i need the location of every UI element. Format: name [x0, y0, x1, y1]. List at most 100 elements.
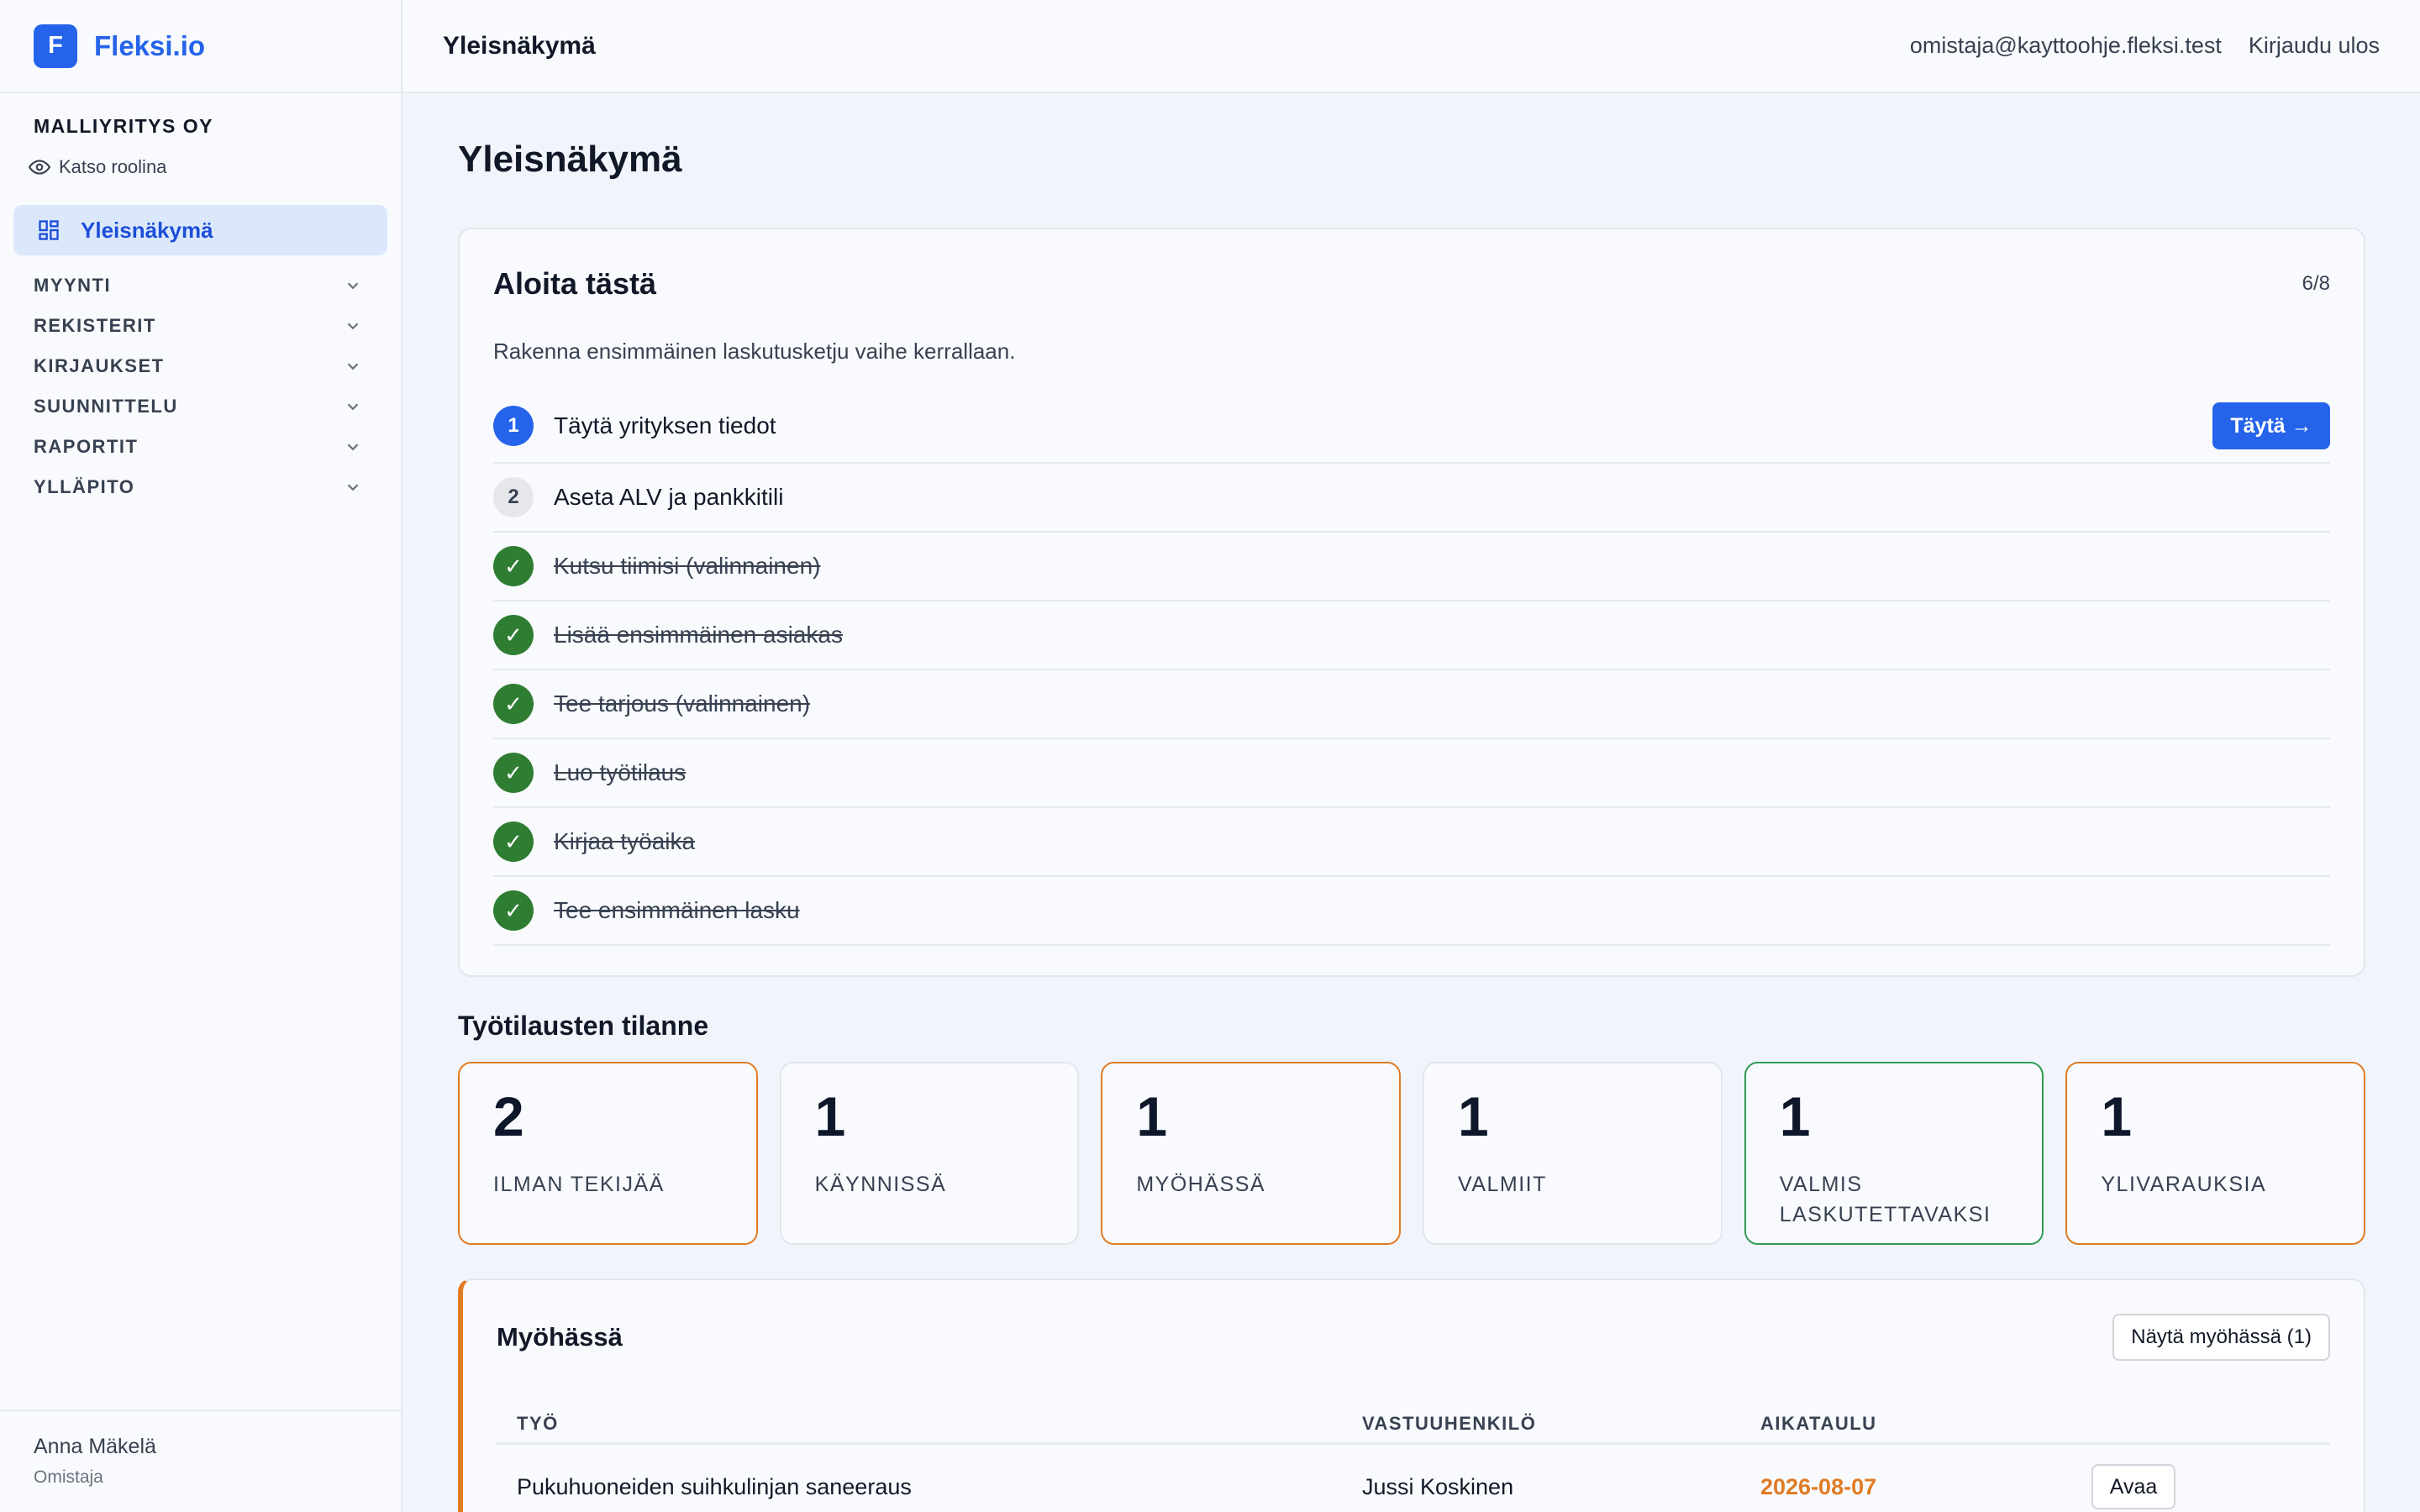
view-role-label: Katso roolina: [59, 156, 167, 177]
stat-card-overbooked[interactable]: 1 YLIVARAUKSIA: [2065, 1062, 2366, 1245]
brand-name: Fleksi.io: [94, 29, 206, 61]
company-block: MALLIYRITYS OY Katso roolina: [0, 93, 401, 178]
column-header-schedule: AIKATAULU: [1760, 1412, 1877, 1434]
sidebar-group-entries[interactable]: KIRJAUKSET: [0, 346, 401, 386]
sidebar-group-admin[interactable]: YLLÄPITO: [0, 467, 401, 507]
sidebar-group-label: RAPORTIT: [34, 436, 139, 457]
stat-label: KÄYNNISSÄ: [814, 1173, 947, 1196]
stat-label: VALMIIT: [1458, 1173, 1547, 1196]
step-label: Luo työtilaus: [554, 759, 687, 785]
check-icon: ✓: [493, 822, 534, 862]
column-header-work: TYÖ: [517, 1412, 559, 1434]
sidebar-group-label: SUUNNITTELU: [34, 396, 178, 417]
step-label: Tee tarjous (valinnainen): [554, 690, 811, 717]
stat-value: 2: [493, 1085, 524, 1147]
stat-label: MYÖHÄSSÄ: [1136, 1173, 1266, 1196]
sidebar-group-registers[interactable]: REKISTERIT: [0, 306, 401, 346]
stat-label: VALMIS LASKUTETTAVAKSI: [1779, 1173, 1991, 1226]
step-label: Kutsu tiimisi (valinnainen): [554, 553, 821, 579]
sidebar-group-sales[interactable]: MYYNTI: [0, 265, 401, 306]
sidebar-group-label: KIRJAUKSET: [34, 355, 165, 376]
late-orders-table: TYÖ VASTUUHENKILÖ AIKATAULU Pukuhuoneide…: [497, 1404, 2330, 1512]
chevron-down-icon: [347, 444, 359, 451]
onboarding-subtitle: Rakenna ensimmäinen laskutusketju vaihe …: [493, 339, 1016, 364]
check-icon: ✓: [493, 890, 534, 931]
brand-logo: F: [34, 24, 77, 68]
onboarding-step[interactable]: ✓ Tee ensimmäinen lasku: [493, 877, 2330, 946]
check-icon: ✓: [493, 684, 534, 724]
onboarding-step[interactable]: ✓ Luo työtilaus: [493, 739, 2330, 808]
table-row[interactable]: Pukuhuoneiden suihkulinjan saneeraus Jus…: [497, 1445, 2330, 1512]
logout-link[interactable]: Kirjaudu ulos: [2248, 33, 2380, 58]
view-as-role-link[interactable]: Katso roolina: [29, 156, 367, 178]
page-title: Yleisnäkymä: [458, 139, 682, 180]
stat-card-ready-to-invoice[interactable]: 1 VALMIS LASKUTETTAVAKSI: [1744, 1062, 2044, 1245]
sidebar-group-label: YLLÄPITO: [34, 476, 135, 497]
eye-icon: [29, 160, 50, 175]
sidebar-group-reports[interactable]: RAPORTIT: [0, 427, 401, 467]
onboarding-step[interactable]: ✓ Kutsu tiimisi (valinnainen): [493, 533, 2330, 601]
stat-card-late[interactable]: 1 MYÖHÄSSÄ: [1101, 1062, 1402, 1245]
step-number-badge: 1: [493, 406, 534, 446]
main-content: Yleisnäkymä Aloita tästä 6/8 Rakenna ens…: [458, 93, 2366, 1512]
user-role: Omistaja: [34, 1467, 103, 1487]
late-orders-title: Myöhässä: [497, 1322, 623, 1352]
late-orders-card: Myöhässä Näytä myöhässä (1) TYÖ VASTUUHE…: [458, 1278, 2365, 1512]
sidebar-group-label: MYYNTI: [34, 275, 112, 296]
onboarding-title: Aloita tästä: [493, 266, 657, 301]
user-profile[interactable]: Anna Mäkelä Omistaja: [0, 1410, 401, 1512]
dashboard-icon: [39, 220, 59, 240]
step-number-badge: 2: [493, 477, 534, 517]
column-header-owner: VASTUUHENKILÖ: [1362, 1412, 1537, 1434]
onboarding-step[interactable]: 2 Aseta ALV ja pankkitili: [493, 464, 2330, 533]
step-label: Aseta ALV ja pankkitili: [554, 484, 784, 510]
stat-card-done[interactable]: 1 VALMIIT: [1423, 1062, 1723, 1245]
stat-value: 1: [814, 1085, 846, 1147]
check-icon: ✓: [493, 546, 534, 586]
stat-value: 1: [2101, 1085, 2133, 1147]
user-email: omistaja@kayttoohje.fleksi.test: [1909, 33, 2222, 58]
table-header: TYÖ VASTUUHENKILÖ AIKATAULU: [497, 1404, 2330, 1445]
sidebar-nav: Yleisnäkymä MYYNTI REKISTERIT KIRJAUKSET…: [0, 205, 401, 507]
cell-schedule: 2026-08-07: [1760, 1473, 1877, 1499]
stat-card-unassigned[interactable]: 2 ILMAN TEKIJÄÄ: [458, 1062, 758, 1245]
user-name: Anna Mäkelä: [34, 1435, 156, 1458]
stat-value: 1: [1458, 1085, 1489, 1147]
stat-value: 1: [1136, 1085, 1168, 1147]
onboarding-step[interactable]: ✓ Tee tarjous (valinnainen): [493, 670, 2330, 739]
fill-company-info-button[interactable]: Täytä →: [2212, 402, 2330, 449]
chevron-down-icon: [347, 323, 359, 330]
check-icon: ✓: [493, 615, 534, 655]
orders-section-title: Työtilausten tilanne: [458, 1011, 709, 1041]
check-icon: ✓: [493, 753, 534, 793]
cell-work: Pukuhuoneiden suihkulinjan saneeraus: [517, 1473, 912, 1499]
chevron-down-icon: [347, 484, 359, 491]
onboarding-step[interactable]: ✓ Kirjaa työaika: [493, 808, 2330, 877]
onboarding-progress: 6/8: [2302, 272, 2330, 295]
header-title: Yleisnäkymä: [443, 31, 596, 60]
open-button[interactable]: Avaa: [2091, 1464, 2175, 1509]
sidebar-group-label: REKISTERIT: [34, 315, 156, 336]
chevron-down-icon: [347, 403, 359, 411]
stat-card-in-progress[interactable]: 1 KÄYNNISSÄ: [779, 1062, 1080, 1245]
company-name: MALLIYRITYS OY: [34, 115, 213, 137]
sidebar-item-overview[interactable]: Yleisnäkymä: [13, 205, 387, 255]
onboarding-step[interactable]: 1 Täytä yrityksen tiedot Täytä →: [493, 390, 2330, 464]
chevron-down-icon: [347, 282, 359, 290]
stat-label: ILMAN TEKIJÄÄ: [493, 1173, 665, 1196]
order-stats: 2 ILMAN TEKIJÄÄ 1 KÄYNNISSÄ 1 MYÖHÄSSÄ 1…: [458, 1062, 2366, 1245]
brand[interactable]: F Fleksi.io: [0, 0, 401, 93]
show-late-button[interactable]: Näytä myöhässä (1): [2112, 1314, 2330, 1361]
stat-label: YLIVARAUKSIA: [2101, 1173, 2267, 1196]
top-bar: Yleisnäkymä omistaja@kayttoohje.fleksi.t…: [402, 0, 2420, 93]
sidebar-item-label: Yleisnäkymä: [81, 217, 213, 243]
step-label: Täytä yrityksen tiedot: [554, 412, 776, 438]
onboarding-step[interactable]: ✓ Lisää ensimmäinen asiakas: [493, 601, 2330, 670]
chevron-down-icon: [347, 363, 359, 370]
cell-owner: Jussi Koskinen: [1362, 1473, 1514, 1499]
sidebar-group-planning[interactable]: SUUNNITTELU: [0, 386, 401, 427]
step-label: Kirjaa työaika: [554, 828, 696, 854]
onboarding-steps: 1 Täytä yrityksen tiedot Täytä → 2 Aseta…: [493, 390, 2330, 946]
step-label: Tee ensimmäinen lasku: [554, 897, 800, 923]
step-label: Lisää ensimmäinen asiakas: [554, 622, 843, 648]
